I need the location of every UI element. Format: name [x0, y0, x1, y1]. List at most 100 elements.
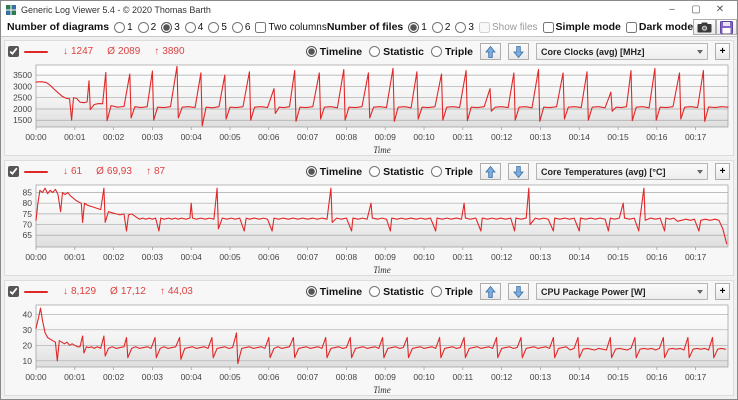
svg-text:00:05: 00:05	[219, 372, 241, 382]
files-radio-1[interactable]: 1	[408, 21, 427, 33]
svg-text:00:16: 00:16	[646, 372, 668, 382]
svg-text:00:07: 00:07	[297, 132, 319, 142]
svg-text:75: 75	[23, 209, 33, 219]
svg-text:00:07: 00:07	[297, 372, 319, 382]
app-icon	[6, 4, 16, 15]
svg-text:00:06: 00:06	[258, 252, 280, 262]
avg-symbol-icon: Ø	[110, 286, 118, 297]
svg-text:00:16: 00:16	[646, 252, 668, 262]
series-visible-checkbox[interactable]	[8, 46, 19, 57]
add-metric-button[interactable]: +	[715, 163, 730, 180]
svg-text:00:11: 00:11	[453, 252, 474, 262]
svg-text:Time: Time	[373, 265, 391, 275]
svg-text:00:14: 00:14	[569, 372, 591, 382]
simple-mode-checkbox[interactable]: Simple mode	[542, 21, 621, 33]
metric-up-button[interactable]	[480, 163, 501, 180]
statistic-radio[interactable]: Statistic	[369, 286, 424, 298]
svg-text:00:13: 00:13	[530, 372, 552, 382]
timeline-radio[interactable]: Timeline	[305, 46, 362, 58]
diagrams-radio-4[interactable]: 4	[184, 21, 203, 33]
diagrams-radio-5[interactable]: 5	[208, 21, 227, 33]
svg-text:00:17: 00:17	[685, 372, 707, 382]
stat-min: 8,129	[71, 286, 97, 297]
files-radio-3[interactable]: 3	[455, 21, 474, 33]
stat-max: 87	[153, 166, 166, 177]
save-button[interactable]	[716, 19, 737, 35]
timeline-radio[interactable]: Timeline	[305, 286, 362, 298]
files-radio-2[interactable]: 2	[431, 21, 450, 33]
triple-radio[interactable]: Triple	[430, 166, 473, 178]
add-metric-button[interactable]: +	[715, 283, 730, 300]
svg-text:00:14: 00:14	[569, 252, 591, 262]
statistic-radio[interactable]: Statistic	[369, 46, 424, 58]
svg-text:10: 10	[23, 356, 33, 366]
svg-text:00:05: 00:05	[219, 252, 241, 262]
metric-down-button[interactable]	[508, 283, 529, 300]
triple-radio[interactable]: Triple	[430, 46, 473, 58]
svg-text:00:16: 00:16	[646, 132, 668, 142]
titlebar: Generic Log Viewer 5.4 - © 2020 Thomas B…	[1, 1, 737, 18]
svg-text:85: 85	[23, 187, 33, 197]
svg-text:00:08: 00:08	[336, 372, 358, 382]
minimize-button[interactable]: –	[669, 3, 675, 15]
svg-text:00:11: 00:11	[453, 132, 474, 142]
dark-mode-checkbox[interactable]: Dark mode	[625, 21, 693, 33]
panel-header: ↓ 1247 Ø 2089 ↑ 3890 Timeline Statistic Tri…	[8, 42, 730, 61]
metric-dropdown[interactable]: Core Temperatures (avg) [°C]	[536, 163, 708, 180]
show-files-checkbox[interactable]: Show files	[478, 21, 538, 33]
number-of-diagrams-label: Number of diagrams	[7, 21, 110, 33]
add-metric-button[interactable]: +	[715, 43, 730, 60]
diagrams-radio-6[interactable]: 6	[231, 21, 250, 33]
svg-text:00:10: 00:10	[413, 132, 435, 142]
two-columns-checkbox[interactable]: Two columns	[255, 21, 327, 33]
screenshot-button[interactable]	[693, 19, 717, 35]
svg-text:40: 40	[23, 309, 33, 319]
metric-down-button[interactable]	[508, 163, 529, 180]
svg-text:Time: Time	[373, 145, 391, 155]
panel-controls: Timeline Statistic Triple CPU Package Po…	[305, 283, 730, 300]
svg-text:65: 65	[23, 230, 33, 240]
svg-text:Time: Time	[373, 385, 391, 395]
metric-down-button[interactable]	[508, 43, 529, 60]
series-visible-checkbox[interactable]	[8, 286, 19, 297]
metric-up-button[interactable]	[480, 43, 501, 60]
svg-text:2500: 2500	[13, 93, 32, 103]
maximize-button[interactable]: ▢	[691, 3, 701, 15]
panels-container: ↓ 1247 Ø 2089 ↑ 3890 Timeline Statistic Tri…	[1, 37, 737, 399]
panel-header: ↓ 61 Ø 69,93 ↑ 87 Timeline Statistic Triple…	[8, 162, 730, 181]
svg-text:00:04: 00:04	[181, 132, 203, 142]
window-controls: – ▢ ✕	[660, 2, 732, 18]
series-visible-checkbox[interactable]	[8, 166, 19, 177]
metric-dropdown[interactable]: CPU Package Power [W]	[536, 283, 708, 300]
timeline-radio[interactable]: Timeline	[305, 166, 362, 178]
max-arrow-icon: ↑	[145, 166, 151, 177]
metric-dropdown[interactable]: Core Clocks (avg) [MHz]	[536, 43, 708, 60]
triple-radio[interactable]: Triple	[430, 286, 473, 298]
svg-text:00:05: 00:05	[219, 132, 241, 142]
max-arrow-icon: ↑	[159, 286, 165, 297]
statistic-radio[interactable]: Statistic	[369, 166, 424, 178]
diagrams-radio-1[interactable]: 1	[114, 21, 133, 33]
svg-text:1500: 1500	[13, 115, 32, 125]
number-of-files-label: Number of files	[326, 21, 404, 33]
min-arrow-icon: ↓	[63, 166, 68, 177]
chart-panel-core-temperatures: ↓ 61 Ø 69,93 ↑ 87 Timeline Statistic Triple…	[4, 160, 734, 276]
svg-text:00:03: 00:03	[142, 252, 164, 262]
svg-text:00:08: 00:08	[336, 252, 358, 262]
svg-text:00:00: 00:00	[25, 132, 47, 142]
svg-text:70: 70	[23, 220, 33, 230]
metric-up-button[interactable]	[480, 283, 501, 300]
series-stats: ↓ 61 Ø 69,93 ↑ 87	[63, 166, 165, 177]
svg-text:00:07: 00:07	[297, 252, 319, 262]
svg-text:00:04: 00:04	[181, 252, 203, 262]
series-color-line	[24, 290, 48, 293]
svg-text:00:15: 00:15	[607, 252, 629, 262]
close-button[interactable]: ✕	[715, 3, 725, 15]
svg-text:00:09: 00:09	[375, 372, 397, 382]
svg-text:00:10: 00:10	[413, 252, 435, 262]
diagrams-radio-3[interactable]: 3	[161, 21, 180, 33]
diagrams-radio-2[interactable]: 2	[137, 21, 156, 33]
svg-text:00:06: 00:06	[258, 372, 280, 382]
